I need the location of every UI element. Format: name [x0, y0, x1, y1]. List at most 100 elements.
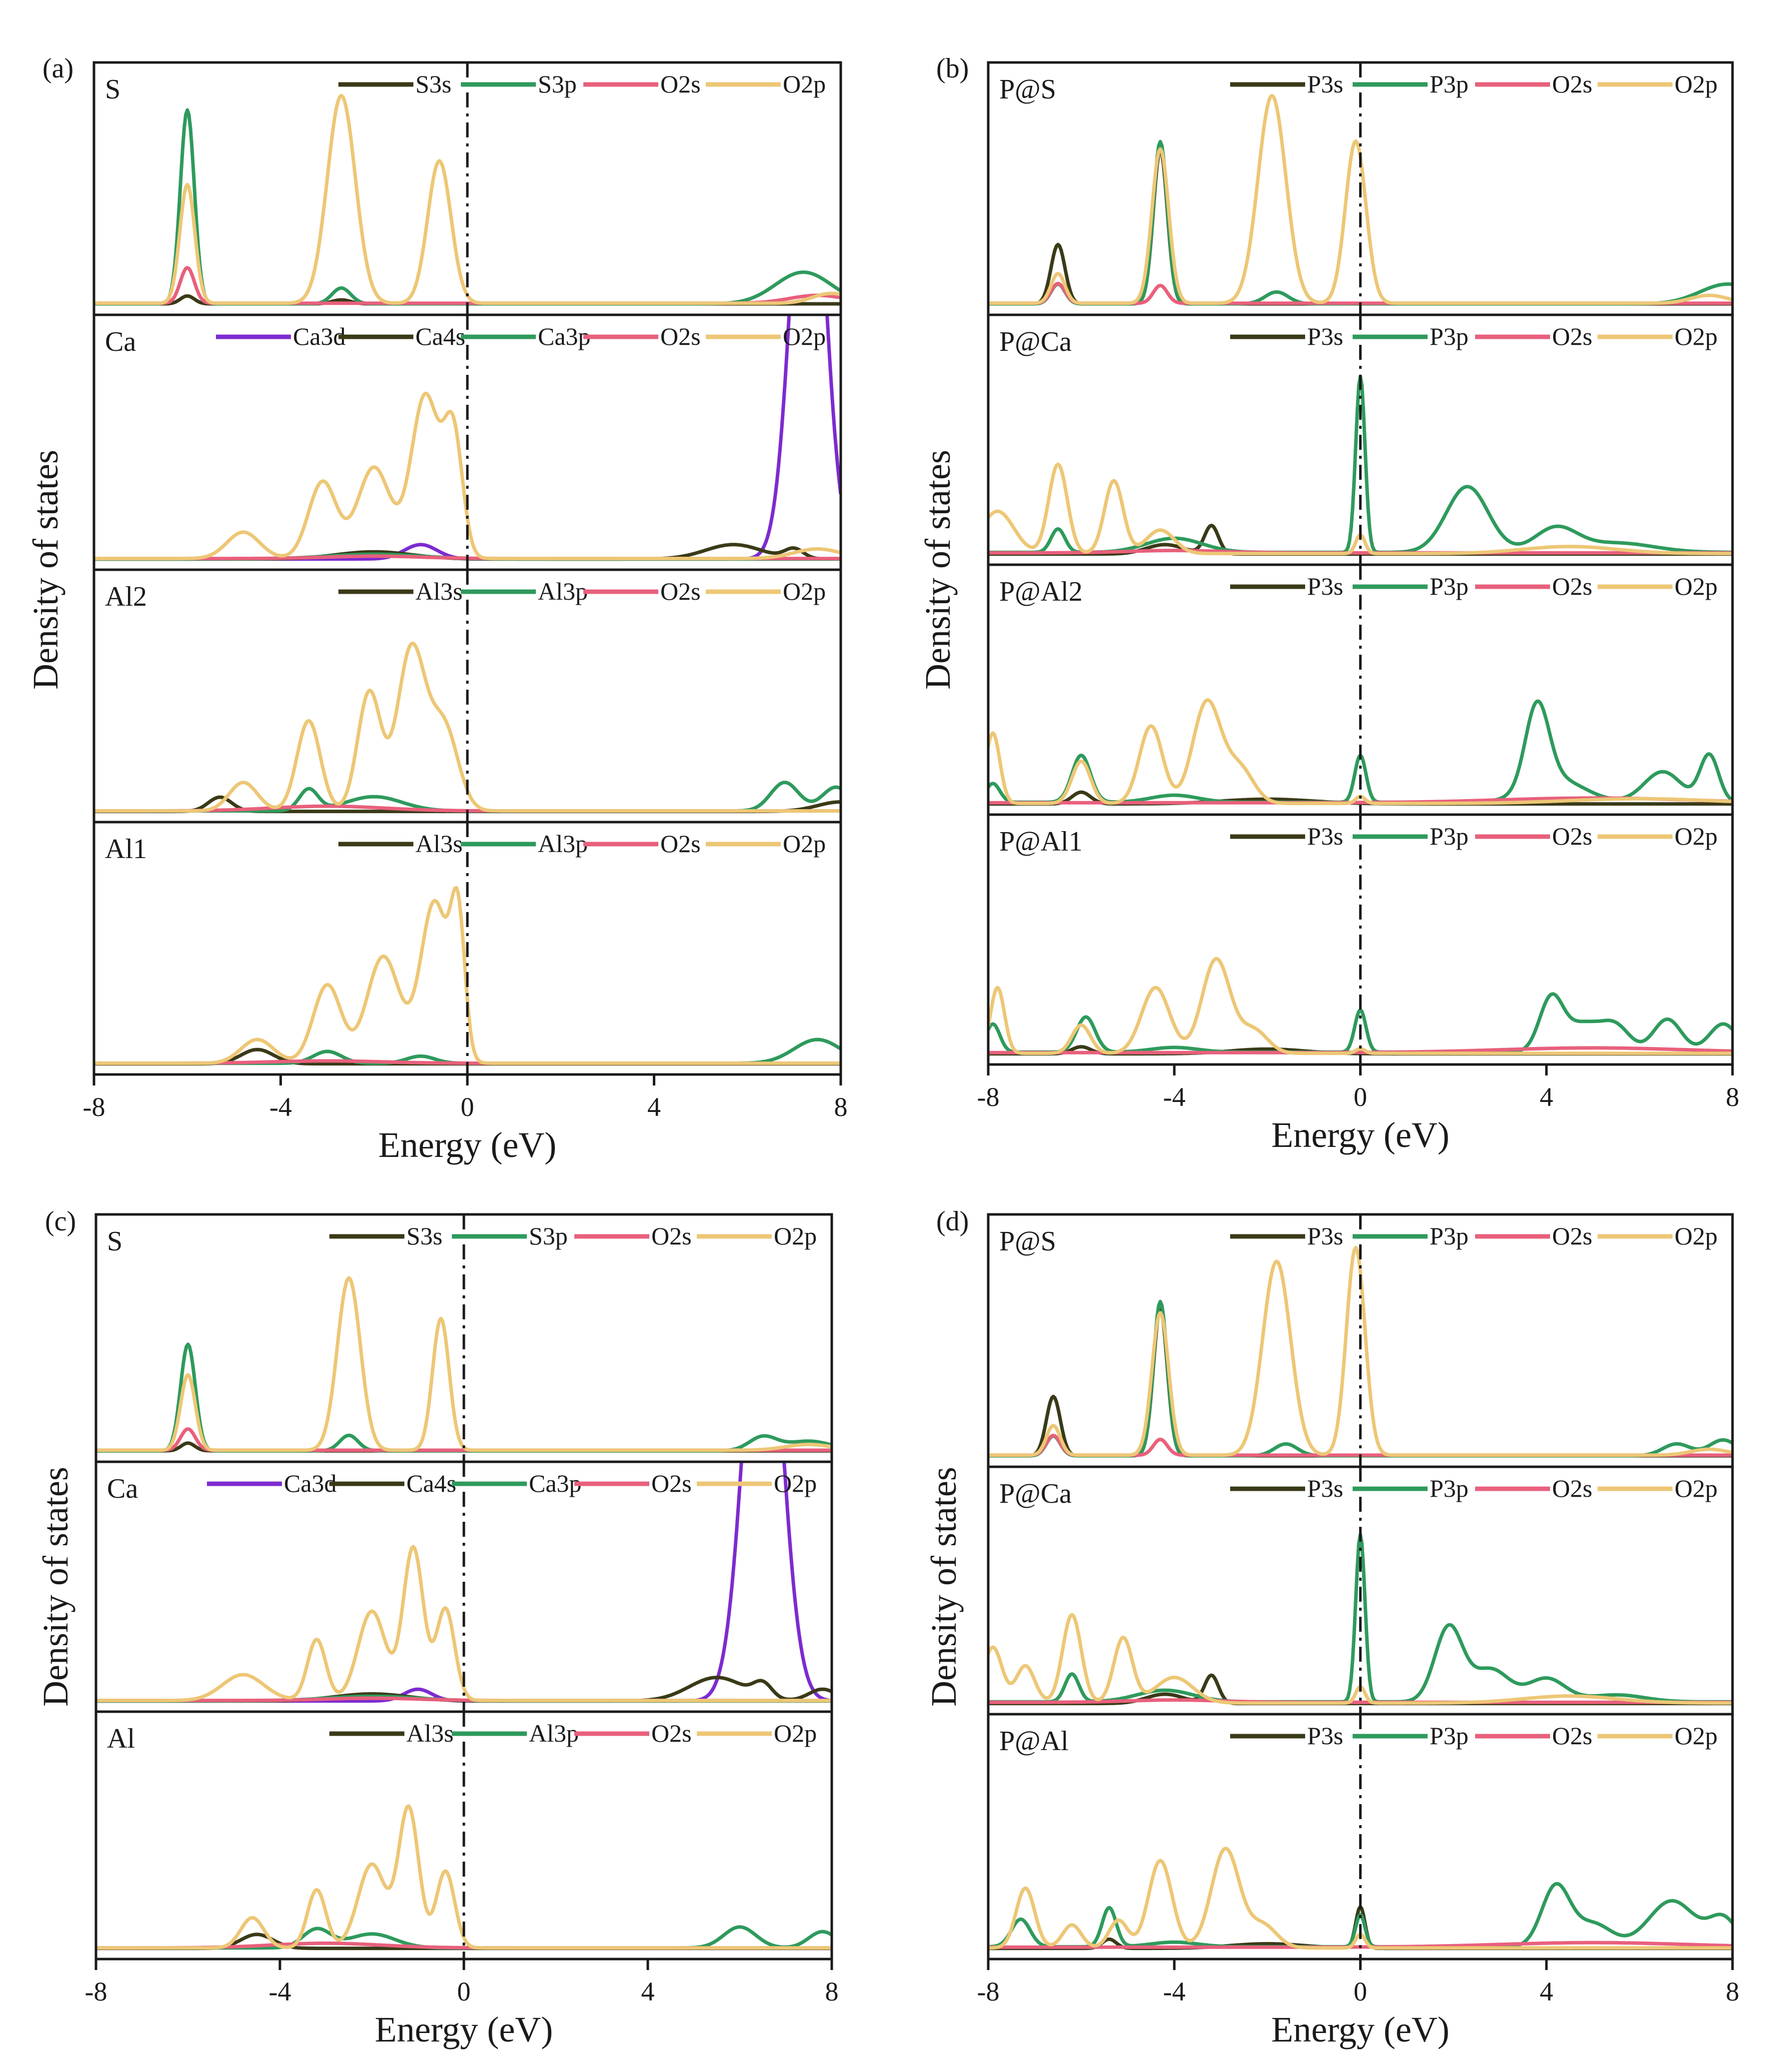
series-line-o2p: [94, 886, 841, 1065]
legend-entry-p3s: P3s: [1307, 322, 1343, 350]
subplot-label: P@Al1: [999, 826, 1083, 857]
legend-entry-al3p: Al3p: [538, 830, 588, 858]
legend-entry-o2p: O2p: [1675, 822, 1718, 850]
legend-entry-p3s: P3s: [1307, 1722, 1343, 1750]
x-tick-label: 4: [641, 1977, 655, 2007]
subplot-p-at-s: P@S P3s P3p O2s O2p: [988, 1214, 1733, 1467]
legend-entry-al3p: Al3p: [538, 577, 588, 605]
subplot-label: P@Al: [999, 1726, 1069, 1757]
subplot-s: S S3s S3p O2s O2p: [96, 1214, 832, 1462]
subplot-ca: Ca Ca3d Ca4s Ca3p O2s O2p: [96, 1460, 832, 1712]
legend-entry-p3s: P3s: [1307, 1222, 1343, 1250]
legend-entry-o2s: O2s: [660, 70, 701, 98]
legend: P3s P3p O2s O2p: [1230, 1222, 1718, 1250]
x-tick-label: -4: [269, 1977, 291, 2007]
legend-entry-o2s: O2s: [1552, 1222, 1593, 1250]
legend: P3s P3p O2s O2p: [1230, 1474, 1718, 1502]
subplot-p-at-al: P@Al P3s P3p O2s O2p: [988, 1713, 1733, 1959]
legend-entry-o2s: O2s: [1552, 70, 1593, 98]
x-tick-label: -8: [977, 1082, 1000, 1112]
series-line-o2p: [988, 1245, 1733, 1457]
y-axis-label: Density of states: [918, 450, 958, 690]
legend-entry-o2p: O2p: [783, 577, 826, 605]
series-line-p3p: [988, 1882, 1733, 1949]
legend-entry-p3p: P3p: [1430, 1222, 1469, 1250]
legend-entry-ca3d: Ca3d: [293, 322, 346, 350]
legend-entry-o2p: O2p: [783, 322, 826, 350]
legend-entry-o2s: O2s: [660, 830, 701, 858]
subplot-label: Al2: [105, 581, 147, 612]
x-tick-label: 8: [834, 1092, 848, 1122]
subplot-label: P@Ca: [999, 1478, 1072, 1509]
legend-entry-al3s: Al3s: [406, 1719, 453, 1747]
x-tick-label: 4: [1540, 1082, 1553, 1112]
x-tick-label: -8: [977, 1977, 1000, 2007]
subplot-al2: Al2 Al3s Al3p O2s O2p: [94, 568, 841, 822]
panel-label: (c): [45, 1206, 76, 1237]
legend-entry-o2s: O2s: [1552, 572, 1593, 600]
subplot-p-at-al1: P@Al1 P3s P3p O2s O2p: [988, 813, 1733, 1064]
x-tick-label: -4: [269, 1092, 292, 1122]
subplot-label: Al1: [105, 834, 147, 865]
legend-entry-al3s: Al3s: [415, 577, 462, 605]
legend-entry-ca4s: Ca4s: [406, 1469, 456, 1497]
panel-d: (d) P@S P3s P3p O2s O2p P@Ca P3s P3p O2s O2p P@Al P3…: [924, 1206, 1740, 2050]
legend-entry-o2s: O2s: [651, 1719, 692, 1747]
legend: Al3s Al3p O2s O2p: [338, 577, 826, 605]
legend-entry-o2p: O2p: [1675, 1474, 1718, 1502]
x-tick-label: 8: [1726, 1082, 1740, 1112]
legend-entry-o2s: O2s: [660, 322, 701, 350]
legend-entry-p3p: P3p: [1430, 572, 1469, 600]
panel-label: (a): [42, 53, 73, 84]
subplot-label: S: [107, 1226, 122, 1257]
x-axis-label: Energy (eV): [378, 1125, 557, 1165]
legend-entry-al3p: Al3p: [529, 1719, 579, 1747]
x-tick-label: -4: [1163, 1977, 1186, 2007]
legend-entry-s3p: S3p: [538, 70, 577, 98]
y-axis-label: Density of states: [25, 450, 65, 690]
legend: P3s P3p O2s O2p: [1230, 70, 1718, 98]
legend-entry-al3s: Al3s: [415, 830, 462, 858]
x-tick-label: 4: [1540, 1977, 1553, 2007]
subplot-p-at-ca: P@Ca P3s P3p O2s O2p: [988, 313, 1733, 565]
legend-entry-o2p: O2p: [1675, 70, 1718, 98]
x-axis-label: Energy (eV): [1271, 1115, 1450, 1155]
legend-entry-p3p: P3p: [1430, 1474, 1469, 1502]
legend-entry-o2p: O2p: [1675, 1722, 1718, 1750]
legend-entry-s3p: S3p: [529, 1222, 568, 1250]
subplot-al: Al Al3s Al3p O2s O2p: [96, 1710, 832, 1959]
subplot-label: Ca: [107, 1473, 138, 1504]
legend: P3s P3p O2s O2p: [1230, 822, 1718, 850]
legend-entry-o2p: O2p: [1675, 1222, 1718, 1250]
subplot-label: S: [105, 74, 120, 105]
legend-entry-o2s: O2s: [651, 1222, 692, 1250]
subplot-ca: Ca Ca3d Ca4s Ca3p O2s O2p: [94, 313, 841, 570]
legend-entry-s3s: S3s: [406, 1222, 442, 1250]
legend-entry-p3s: P3s: [1307, 572, 1343, 600]
legend-entry-p3p: P3p: [1430, 70, 1469, 98]
subplot-label: P@Ca: [999, 326, 1072, 357]
subplot-p-at-al2: P@Al2 P3s P3p O2s O2p: [988, 563, 1733, 815]
legend-entry-o2p: O2p: [774, 1719, 817, 1747]
legend-entry-p3s: P3s: [1307, 822, 1343, 850]
x-tick-label: -8: [83, 1092, 105, 1122]
x-axis-label: Energy (eV): [1271, 2010, 1450, 2050]
legend-entry-p3p: P3p: [1430, 322, 1469, 350]
legend: Al3s Al3p O2s O2p: [329, 1719, 817, 1747]
legend-entry-o2p: O2p: [783, 70, 826, 98]
series-line-o2p: [96, 1545, 832, 1703]
legend-entry-o2s: O2s: [1552, 1474, 1593, 1502]
subplot-p-at-s: P@S P3s P3p O2s O2p: [988, 62, 1733, 315]
legend-entry-p3s: P3s: [1307, 70, 1343, 98]
y-axis-label: Density of states: [924, 1467, 964, 1707]
legend: Ca3d Ca4s Ca3p O2s O2p: [207, 1469, 817, 1497]
subplot-label: P@Al2: [999, 576, 1083, 607]
legend-entry-o2p: O2p: [774, 1222, 817, 1250]
legend-entry-o2s: O2s: [651, 1469, 692, 1497]
series-group: [988, 957, 1733, 1056]
legend-entry-o2s: O2s: [1552, 1722, 1593, 1750]
legend-entry-p3p: P3p: [1430, 822, 1469, 850]
x-axis-label: Energy (eV): [375, 2010, 553, 2050]
